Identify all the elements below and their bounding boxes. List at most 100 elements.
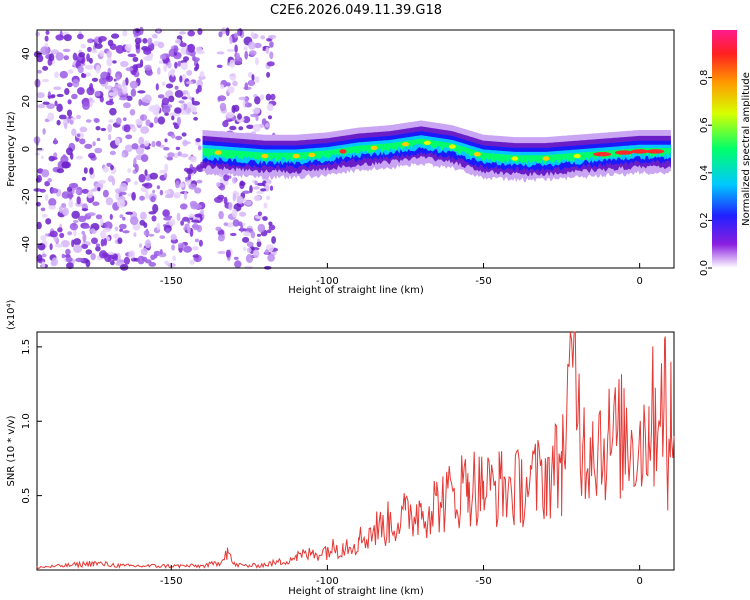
noise-cell xyxy=(152,189,156,194)
noise-cell xyxy=(192,254,199,258)
noise-cell xyxy=(168,219,176,226)
x-tick-label: 0 xyxy=(636,576,642,587)
noise-cell xyxy=(138,243,143,248)
noise-cell xyxy=(125,178,131,183)
noise-cell xyxy=(61,253,66,259)
noise-cell xyxy=(194,187,202,194)
noise-cell xyxy=(108,92,115,97)
noise-cell xyxy=(193,204,203,210)
noise-cell xyxy=(216,182,221,187)
colorbar-ticks: 0.0 0.2 0.4 0.6 0.8 xyxy=(699,70,712,276)
noise-cell xyxy=(187,30,195,37)
noise-cell xyxy=(125,67,134,72)
noise-cell xyxy=(93,118,100,123)
noise-cell xyxy=(123,256,130,265)
noise-cell xyxy=(75,257,84,263)
noise-cell xyxy=(234,260,242,269)
noise-cell xyxy=(150,195,156,203)
noise-cell xyxy=(140,211,147,220)
noise-cell xyxy=(37,243,46,251)
snr-frame xyxy=(36,331,675,571)
noise-cell xyxy=(174,90,184,98)
noise-cell xyxy=(180,203,188,210)
noise-cell xyxy=(260,188,267,192)
noise-cell xyxy=(56,119,61,126)
noise-cell xyxy=(173,192,181,198)
noise-cell xyxy=(194,66,198,72)
noise-cell xyxy=(105,197,114,206)
noise-cell xyxy=(61,203,67,208)
noise-cell xyxy=(48,53,55,62)
noise-cell xyxy=(196,164,205,173)
noise-cell xyxy=(194,213,203,218)
noise-cell xyxy=(82,225,91,229)
noise-cell xyxy=(243,231,251,237)
noise-cell xyxy=(229,125,237,131)
noise-cell xyxy=(232,219,240,227)
noise-cell xyxy=(95,64,101,74)
noise-cell xyxy=(152,33,158,39)
top-x-ticks: -150 -100 -50 0 xyxy=(160,263,643,287)
signal-peak xyxy=(261,153,269,159)
noise-cell xyxy=(127,168,132,173)
noise-cell xyxy=(131,126,137,133)
noise-cell xyxy=(157,41,165,49)
noise-cell xyxy=(164,260,170,265)
noise-cell xyxy=(168,95,175,103)
noise-cell xyxy=(245,97,249,107)
noise-cell xyxy=(109,107,117,116)
bottom-x-axis-label: Height of straight line (km) xyxy=(288,586,424,597)
noise-cell xyxy=(179,42,187,47)
noise-cell xyxy=(265,46,270,54)
noise-cell xyxy=(106,57,113,67)
noise-cell xyxy=(245,254,254,263)
noise-cell xyxy=(111,256,118,261)
colorbar: 0.0 0.2 0.4 0.6 0.8 Normalized spectral ampl… xyxy=(699,30,750,276)
noise-cell xyxy=(53,137,57,145)
noise-cell xyxy=(185,81,194,85)
noise-cell xyxy=(143,94,152,104)
noise-cell xyxy=(267,115,273,120)
noise-cell xyxy=(78,215,87,222)
noise-cell xyxy=(119,182,128,192)
noise-cell xyxy=(225,249,231,258)
noise-cell xyxy=(36,174,42,183)
noise-cell xyxy=(71,210,80,219)
noise-cell xyxy=(143,229,150,237)
noise-cell xyxy=(222,120,229,128)
noise-cell xyxy=(186,70,193,76)
noise-cell xyxy=(225,118,233,122)
noise-cell xyxy=(125,77,129,86)
noise-cell xyxy=(81,230,85,235)
noise-cell xyxy=(266,103,274,112)
noise-cell xyxy=(183,56,189,62)
noise-cell xyxy=(133,157,137,167)
noise-cell xyxy=(114,226,119,232)
noise-cell xyxy=(175,180,180,189)
noise-cell xyxy=(159,54,167,60)
noise-cell xyxy=(58,114,67,120)
noise-cell xyxy=(123,102,131,109)
noise-cell xyxy=(91,237,98,245)
noise-cell xyxy=(140,248,148,256)
noise-cell xyxy=(48,198,57,207)
noise-cell xyxy=(143,48,152,55)
top-y-axis-label: Frequency (Hz) xyxy=(6,111,17,187)
noise-cell xyxy=(180,102,184,112)
noise-cell xyxy=(139,219,146,226)
noise-cell xyxy=(177,242,185,249)
noise-cell xyxy=(134,163,139,173)
noise-cell xyxy=(191,219,200,223)
noise-cell xyxy=(265,122,270,128)
noise-cell xyxy=(252,123,261,132)
noise-cell xyxy=(195,138,201,143)
noise-cell xyxy=(100,127,107,132)
noise-cell xyxy=(131,191,136,201)
noise-cell xyxy=(129,109,136,116)
noise-cell xyxy=(250,231,256,239)
noise-cell xyxy=(264,249,269,255)
noise-cell xyxy=(231,176,237,184)
noise-cell xyxy=(144,64,152,72)
noise-cell xyxy=(119,191,127,196)
noise-cell xyxy=(77,133,81,137)
